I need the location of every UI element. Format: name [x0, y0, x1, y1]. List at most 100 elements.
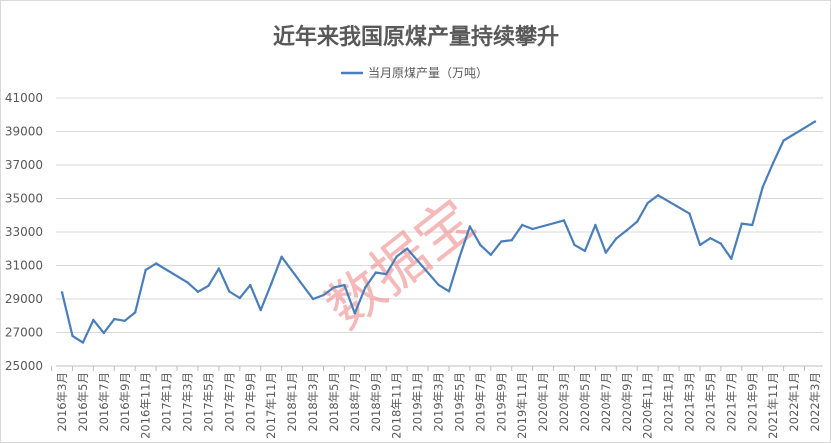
x-tick-label: 2018年11月 — [390, 372, 404, 439]
x-tick-label: 2021年7月 — [724, 372, 738, 432]
data-point — [405, 247, 409, 250]
data-point — [510, 239, 513, 242]
chart-title: 近年来我国原煤产量持续攀升 — [273, 24, 559, 50]
data-point — [583, 249, 587, 253]
x-tick-label: 2020年5月 — [578, 372, 592, 432]
data-point — [364, 286, 367, 289]
x-tick-label: 2019年11月 — [515, 372, 529, 439]
data-point — [144, 268, 147, 272]
x-tick-label: 2018年5月 — [327, 372, 341, 432]
data-point — [186, 281, 189, 284]
data-point — [280, 255, 283, 258]
x-tick-label: 2018年1月 — [285, 372, 299, 432]
data-point — [813, 120, 817, 123]
y-tick-label: 25000 — [5, 359, 43, 373]
y-tick-label: 31000 — [5, 259, 43, 273]
x-tick-label: 2021年1月 — [662, 372, 676, 432]
legend: 当月原煤产量（万吨） — [341, 66, 488, 80]
data-point — [740, 222, 743, 225]
x-tick-label: 2018年9月 — [369, 372, 383, 432]
legend-label: 当月原煤产量（万吨） — [368, 66, 488, 80]
y-tick-label: 41000 — [5, 91, 43, 105]
data-point — [646, 201, 649, 205]
x-tick-label: 2017年9月 — [243, 372, 257, 432]
x-tick-label: 2020年3月 — [557, 372, 571, 432]
data-point — [196, 290, 200, 293]
data-point — [594, 223, 597, 227]
data-point — [730, 257, 733, 260]
data-point — [238, 296, 241, 300]
data-point — [688, 212, 691, 215]
x-tick-label: 2020年7月 — [599, 372, 613, 432]
x-tick-label: 2020年9月 — [620, 372, 634, 432]
x-tick-label: 2018年7月 — [348, 372, 362, 432]
data-point — [92, 318, 95, 322]
data-point — [343, 283, 346, 287]
data-point — [374, 271, 377, 274]
x-tick-label: 2017年11月 — [264, 372, 278, 439]
x-tick-label: 2017年7月 — [222, 372, 236, 432]
data-point — [468, 225, 472, 228]
data-point — [458, 256, 461, 259]
data-point — [604, 251, 608, 254]
x-tick-label: 2016年3月 — [55, 372, 69, 432]
data-point — [698, 243, 702, 247]
data-point — [479, 243, 482, 247]
data-point — [113, 317, 116, 321]
data-point — [573, 243, 576, 247]
data-point — [656, 194, 660, 197]
y-tick-label: 39000 — [5, 125, 43, 139]
data-point — [751, 223, 754, 227]
data-point — [520, 223, 524, 227]
data-point — [207, 284, 210, 287]
data-point — [311, 297, 315, 301]
data-point — [123, 319, 126, 322]
data-point — [562, 219, 566, 222]
data-point — [500, 240, 503, 243]
data-point — [60, 291, 64, 294]
data-point — [709, 236, 712, 240]
data-point — [353, 312, 357, 315]
data-point — [134, 311, 137, 314]
data-point — [447, 290, 451, 293]
y-tick-label: 35000 — [5, 192, 43, 206]
x-tick-label: 2017年5月 — [201, 372, 215, 432]
x-tick-label: 2017年1月 — [160, 372, 174, 432]
data-point — [71, 334, 74, 338]
x-tick-label: 2016年9月 — [118, 372, 132, 432]
data-point — [782, 139, 785, 142]
data-point — [385, 273, 388, 276]
x-tick-label: 2019年1月 — [411, 372, 425, 432]
data-point — [102, 331, 106, 335]
x-tick-label: 2019年5月 — [452, 372, 466, 432]
x-tick-label: 2021年5月 — [703, 372, 717, 432]
x-tick-label: 2020年11月 — [641, 372, 655, 439]
y-tick-label: 33000 — [5, 225, 43, 239]
x-tick-label: 2019年7月 — [473, 372, 487, 432]
data-point — [249, 283, 252, 287]
data-point — [489, 253, 492, 256]
x-tick-label: 2020年1月 — [536, 372, 550, 432]
x-tick-label: 2022年1月 — [787, 372, 801, 432]
x-tick-label: 2016年11月 — [139, 372, 153, 439]
y-tick-label: 29000 — [5, 292, 43, 306]
x-tick-label: 2019年9月 — [494, 372, 508, 432]
x-tick-label: 2016年7月 — [97, 372, 111, 432]
data-point — [531, 227, 534, 231]
x-tick-label: 2022年3月 — [808, 372, 822, 432]
data-point — [395, 255, 398, 258]
y-tick-label: 27000 — [5, 326, 43, 340]
data-point — [761, 185, 764, 189]
data-point — [719, 242, 723, 245]
data-point — [615, 237, 618, 240]
x-tick-label: 2018年3月 — [306, 372, 320, 432]
x-tick-label: 2016年5月 — [76, 372, 90, 432]
x-tick-label: 2017年3月 — [181, 372, 195, 432]
data-point — [228, 290, 231, 293]
data-point — [636, 220, 639, 223]
data-point — [81, 341, 85, 344]
x-tick-label: 2021年11月 — [766, 372, 780, 439]
data-point — [269, 282, 273, 286]
